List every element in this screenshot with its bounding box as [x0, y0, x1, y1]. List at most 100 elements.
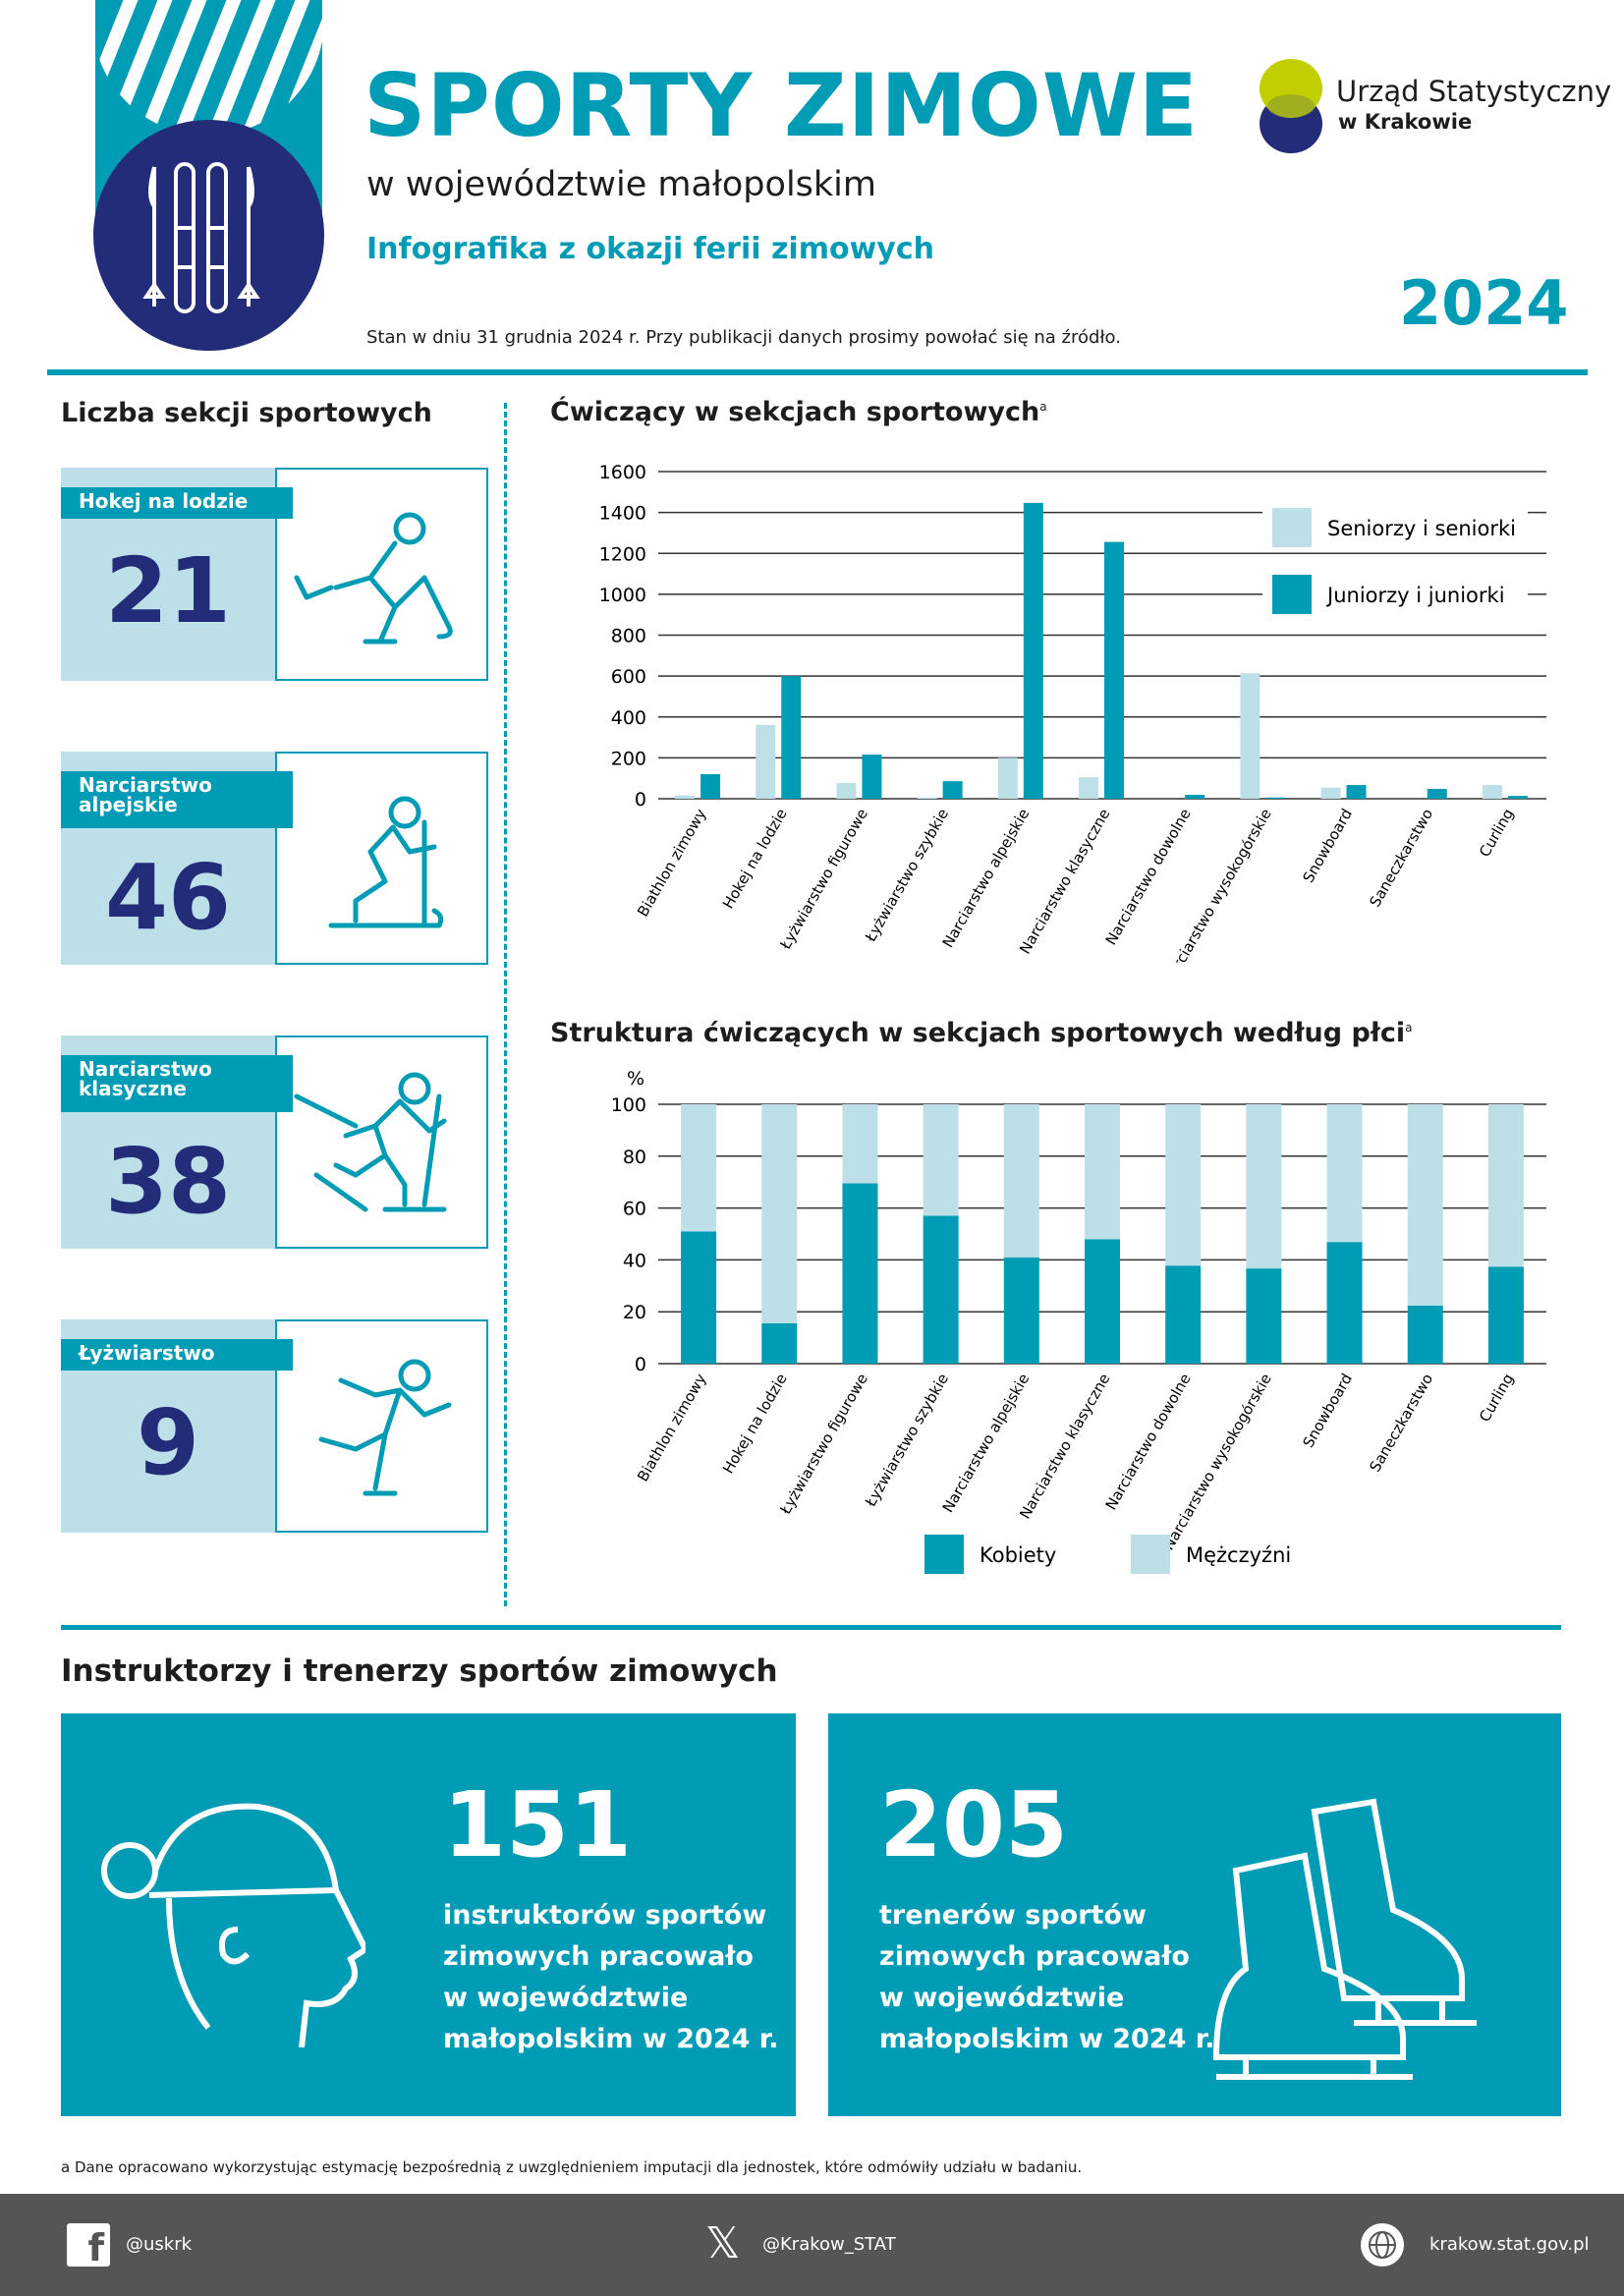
chart1-participants: 0 200 400 600 800 1000 1200 1400 1600 Biathlon zi…	[599, 462, 1546, 963]
trainers-box: 205 trenerów sportów zimowych pracowało …	[828, 1713, 1561, 2116]
legend-swatch	[1272, 508, 1312, 547]
y-axis-label: %	[627, 1068, 644, 1090]
bar-Juniorzy i juniorki	[942, 781, 963, 799]
bar-Seniorzy i seniorki	[675, 795, 696, 799]
x-tick-label: Hokej na lodzie	[719, 806, 791, 912]
bar-Kobiety	[1407, 1305, 1443, 1364]
section-card-value: 46	[104, 845, 232, 950]
bar-Juniorzy i juniorki	[1427, 789, 1447, 799]
section-card-label: Narciarstwo alpejskie	[61, 771, 293, 828]
bar-Seniorzy i seniorki	[1079, 777, 1098, 799]
bar-Mężczyźni	[1165, 1104, 1202, 1266]
bar-Mężczyźni	[842, 1104, 878, 1184]
section-card-value: 21	[104, 538, 232, 644]
y-tick-label: 0	[635, 789, 646, 811]
website-link[interactable]: krakow.stat.gov.pl	[1429, 2234, 1590, 2255]
chart2-gender-structure: 0 20 40 60 80 100 Biathlon zimowy Hokej na lodz…	[611, 1068, 1546, 1574]
bar-Juniorzy i juniorki	[1104, 541, 1124, 799]
bar-Juniorzy i juniorki	[1265, 797, 1286, 799]
y-tick-label: 60	[623, 1199, 646, 1220]
trainers-count: 205	[879, 1772, 1069, 1877]
section-divider	[61, 1625, 1561, 1630]
legend-label: Juniorzy i juniorki	[1325, 584, 1505, 607]
y-tick-label: 800	[611, 626, 646, 647]
x-tick-label: Narciarstwo dowolne	[1102, 806, 1195, 948]
alpine-skier-icon	[275, 752, 488, 965]
globe-icon[interactable]	[1360, 2222, 1405, 2268]
bar-Seniorzy i seniorki	[1240, 673, 1260, 799]
x-tick-label: Narciarstwo alpejskie	[939, 806, 1034, 951]
winter-hat-head-icon	[101, 1803, 365, 2047]
legend-swatch	[1272, 575, 1312, 614]
text-line: w województwie	[443, 1983, 689, 2013]
facebook-handle[interactable]: @uskrk	[126, 2234, 193, 2255]
instructors-count: 151	[443, 1772, 633, 1877]
y-tick-label: 40	[623, 1250, 646, 1271]
bar-Kobiety	[1246, 1268, 1282, 1364]
bar-Kobiety	[923, 1215, 959, 1364]
bar-Kobiety	[1085, 1239, 1120, 1364]
page-subtitle: w województwie małopolskim	[366, 165, 876, 204]
section-card-value: 9	[136, 1390, 199, 1495]
x-handle[interactable]: @Krakow_STAT	[762, 2234, 896, 2255]
bar-Mężczyźni	[1085, 1104, 1120, 1240]
instructors-heading: Instruktorzy i trenerzy sportów zimowych	[61, 1653, 778, 1689]
legend-label: Seniorzy i seniorki	[1327, 517, 1516, 540]
logo-city: w Krakowie	[1338, 110, 1473, 134]
skis-and-poles-icon	[93, 120, 324, 351]
bar-Seniorzy i seniorki	[756, 724, 776, 799]
bar-Juniorzy i juniorki	[862, 755, 882, 799]
x-tick-label: Curling	[1476, 806, 1517, 860]
bar-Kobiety	[1487, 1266, 1524, 1364]
section-card-label: Narciarstwo klasyczne	[61, 1055, 293, 1112]
bar-Kobiety	[1165, 1265, 1202, 1364]
bar-Juniorzy i juniorki	[700, 774, 721, 799]
y-tick-label: 0	[635, 1354, 646, 1375]
text-line: małopolskim w 2024 r.	[879, 2024, 1215, 2054]
bar-Juniorzy i juniorki	[1023, 502, 1043, 799]
logo-name: Urząd Statystyczny	[1336, 75, 1612, 108]
text-line: w województwie	[879, 1983, 1125, 2013]
bar-Mężczyźni	[1326, 1104, 1363, 1243]
logo-icon	[1260, 57, 1328, 159]
x-icon[interactable]: 𝕏	[705, 2218, 741, 2268]
tagline: Infografika z okazji ferii zimowych	[366, 232, 934, 266]
footer	[0, 2194, 1624, 2296]
bar-Mężczyźni	[1246, 1104, 1282, 1269]
text-line: zimowych pracowało	[443, 1941, 754, 1972]
legend-swatch	[1131, 1535, 1170, 1574]
stripes-icon	[95, 0, 322, 136]
x-tick-label: Saneczkarstwo	[1366, 806, 1436, 910]
text-line: zimowych pracowało	[879, 1941, 1190, 1972]
bar-Mężczyźni	[761, 1104, 798, 1323]
bar-Mężczyźni	[681, 1104, 717, 1232]
section-card-value: 38	[104, 1129, 232, 1234]
y-tick-label: 1600	[599, 462, 646, 483]
x-tick-label: Łyżwiarstwo figurowe	[776, 1371, 871, 1518]
bar-Seniorzy i seniorki	[917, 797, 937, 799]
bar-Juniorzy i juniorki	[781, 676, 802, 799]
x-tick-label: Łyżwiarstwo szybkie	[861, 1371, 952, 1510]
legend-label: Mężczyźni	[1186, 1543, 1291, 1567]
bar-Juniorzy i juniorki	[1346, 785, 1367, 799]
section-card-label: Hokej na lodzie	[61, 487, 293, 519]
x-tick-label: Łyżwiarstwo szybkie	[861, 806, 952, 945]
x-tick-label: Curling	[1476, 1371, 1517, 1425]
text-line: trenerów sportów	[879, 1900, 1147, 1931]
bar-Kobiety	[842, 1183, 878, 1364]
x-tick-label: Narciarstwo dowolne	[1102, 1371, 1195, 1513]
y-tick-label: 1400	[599, 503, 646, 525]
instructors-description: instruktorów sportów zimowych pracowało …	[443, 1895, 778, 2060]
x-tick-label: Snowboard	[1300, 806, 1356, 886]
x-tick-label: Biathlon zimowy	[634, 1371, 709, 1484]
page-title: SPORTY ZIMOWE	[364, 55, 1199, 156]
x-tick-label: Narciarstwo klasyczne	[1016, 806, 1113, 957]
bar-Juniorzy i juniorki	[1185, 795, 1205, 799]
cross-country-skier-icon	[275, 1036, 488, 1249]
footnote: a Dane opracowano wykorzystując estymacj…	[61, 2158, 1083, 2176]
facebook-icon[interactable]: f	[67, 2223, 110, 2269]
y-tick-label: 400	[611, 707, 646, 729]
bar-Seniorzy i seniorki	[836, 782, 857, 799]
x-tick-label: Hokej na lodzie	[719, 1371, 791, 1477]
bar-Juniorzy i juniorki	[1507, 796, 1528, 799]
